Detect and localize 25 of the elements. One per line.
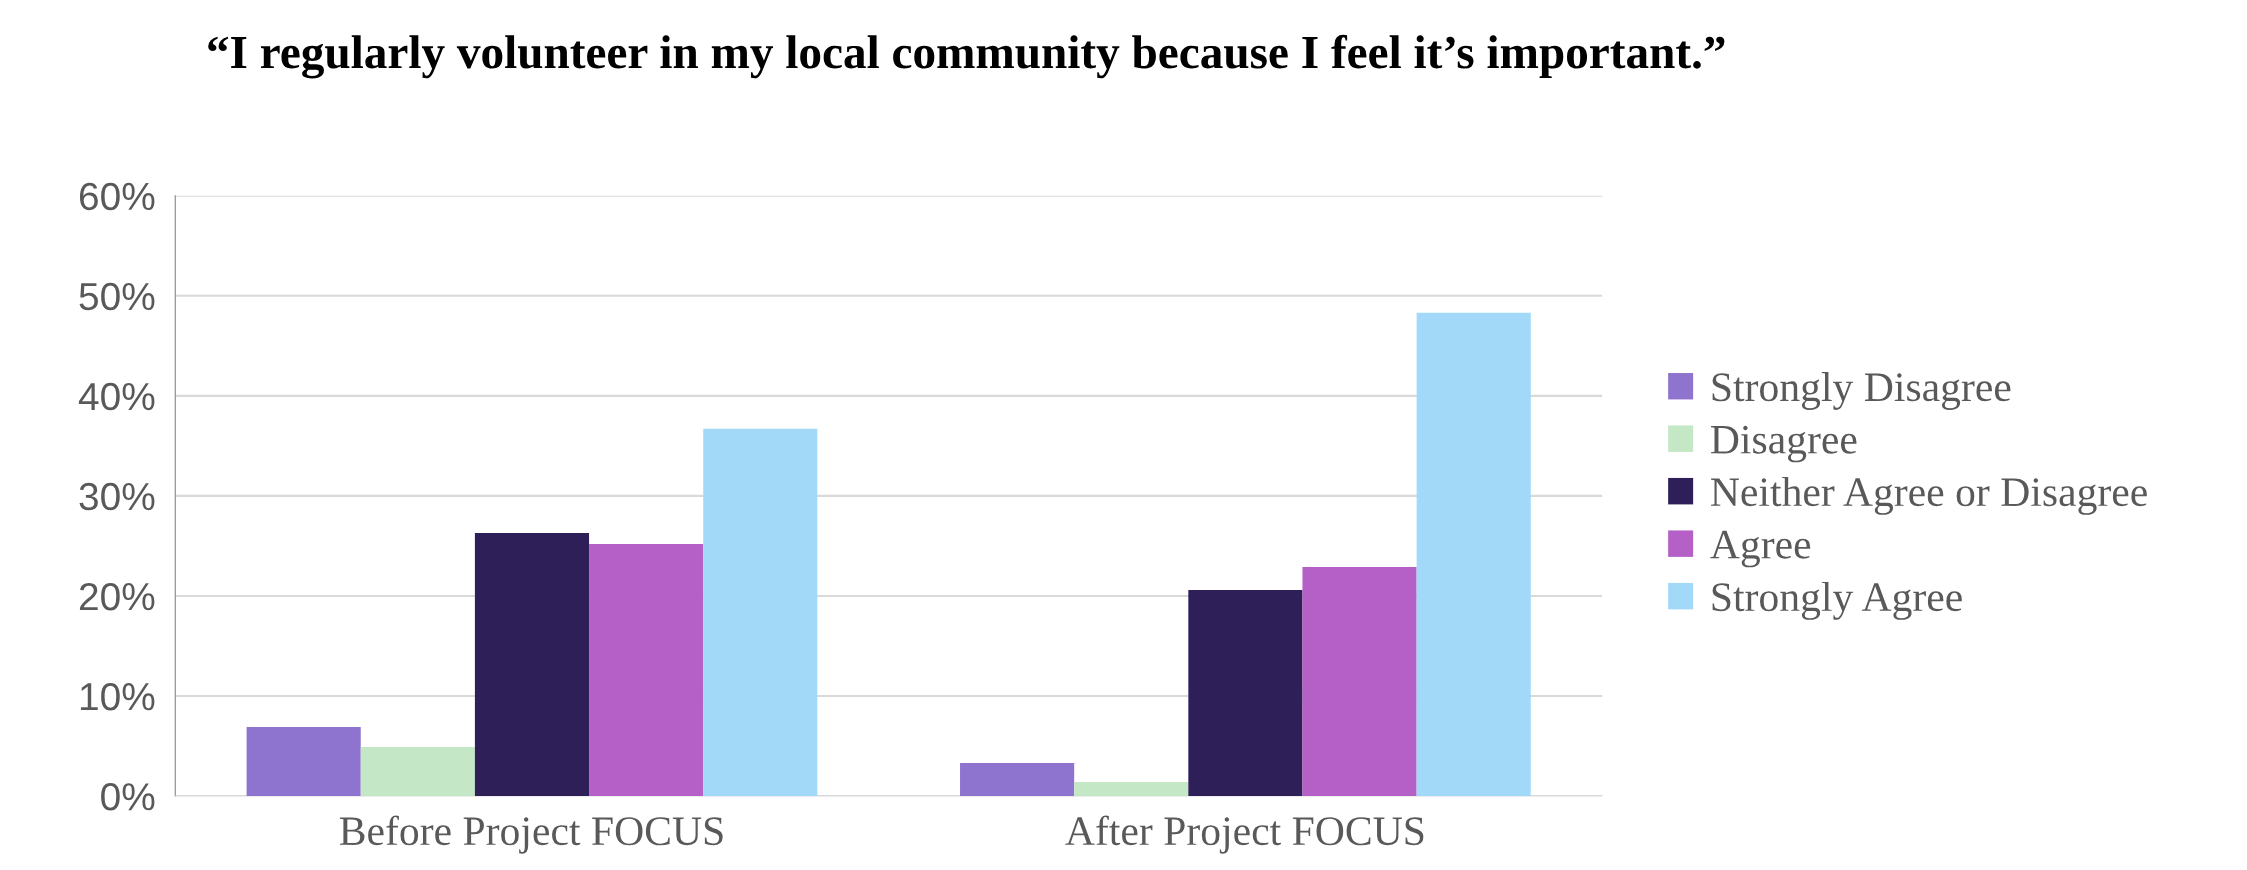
bar xyxy=(1074,782,1189,797)
y-tick-label: 60% xyxy=(79,182,155,211)
legend-label: Strongly Disagree xyxy=(1712,371,2011,410)
bar xyxy=(1302,566,1417,797)
x-tick-label: Before Project FOCUS xyxy=(339,815,723,854)
bar xyxy=(960,763,1075,797)
chart-title: “I regularly volunteer in my local community because I feel it’s important.” xyxy=(208,34,1725,79)
bar xyxy=(703,428,818,797)
y-tick-label: 40% xyxy=(78,382,155,411)
bar xyxy=(589,543,704,797)
y-tick-label: 50% xyxy=(79,282,155,311)
bar xyxy=(246,727,361,797)
x-tick-label: After Project FOCUS xyxy=(1065,815,1424,854)
y-tick-label: 0% xyxy=(101,782,155,811)
bar xyxy=(1416,312,1531,797)
y-tick-label: 10% xyxy=(80,682,155,711)
y-tick-label: 30% xyxy=(79,482,155,511)
legend-label: Neither Agree or Disagree xyxy=(1711,476,2147,515)
bar xyxy=(474,532,590,797)
legend-label: Agree xyxy=(1710,530,1811,568)
bar xyxy=(1188,589,1303,797)
legend-label: Strongly Agree xyxy=(1712,581,1962,620)
y-tick-label: 20% xyxy=(79,582,155,611)
bar xyxy=(360,747,475,797)
legend-label: Disagree xyxy=(1711,425,1857,463)
